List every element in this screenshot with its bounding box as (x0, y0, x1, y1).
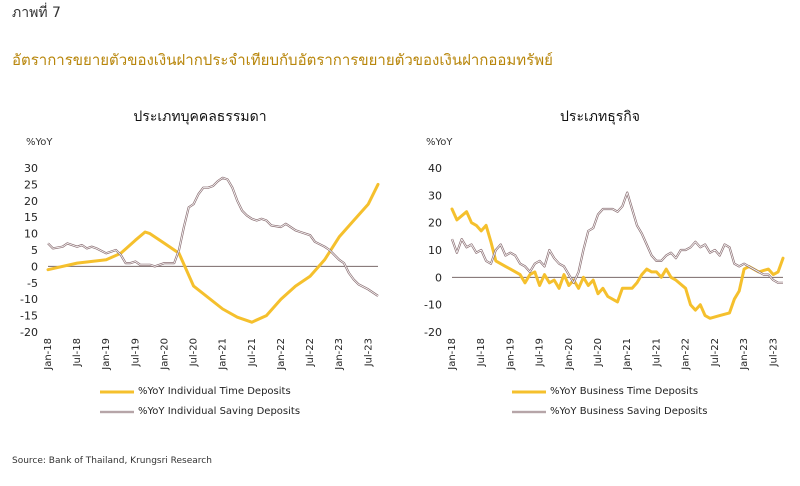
y-tick-label: 5 (31, 244, 38, 257)
x-tick-label: Jan-20 (159, 338, 170, 371)
line-chart-business: 40 30 20 10 0 -10 -20 Jan-18 Jul-18 Jan-19 Jul-19 J… (424, 162, 785, 371)
x-tick-label: Jul-21 (247, 338, 258, 367)
line-chart-individual: 30 25 20 15 10 5 0 -5 -10 -15 -20 Jan-18 Jul-18 Jan-1… (20, 162, 380, 371)
series-line-individual-time (46, 182, 380, 324)
legend-label-business-time: %YoY Business Time Deposits (550, 386, 699, 397)
y-tick-label: 0 (31, 260, 38, 273)
x-tick-label: Jan-22 (276, 338, 287, 371)
chart-title-individual: ประเภทบุคคลธรรมดา (133, 109, 267, 125)
y-tick-label: 40 (428, 162, 442, 175)
chart-title-business: ประเภทธุรกิจ (560, 109, 640, 125)
x-tick-label: Jul-18 (72, 338, 83, 367)
legend-item-individual-saving: %YoY Individual Saving Deposits (100, 406, 300, 417)
figure-title: อัตราการขยายตัวของเงินฝากประจำเทียบกับอั… (12, 51, 553, 69)
y-tick-label: 10 (24, 228, 38, 241)
x-tick-label: Jan-19 (101, 338, 112, 371)
x-tick-label: Jan-21 (218, 338, 229, 371)
legend-label-business-saving: %YoY Business Saving Deposits (550, 406, 708, 417)
x-tick-label: Jan-19 (505, 338, 516, 371)
y-tick-label: 15 (24, 211, 38, 224)
legend-item-business-time: %YoY Business Time Deposits (512, 386, 698, 397)
series-line-individual-saving (47, 176, 379, 297)
y-axis-unit-individual: %YoY (26, 137, 53, 148)
x-tick-label: Jul-22 (710, 338, 721, 367)
y-tick-label: 10 (428, 244, 442, 257)
source-note: Source: Bank of Thailand, Krungsri Resea… (12, 456, 212, 466)
x-tick-label: Jan-18 (43, 338, 54, 371)
chart-panel-individual: ประเภทบุคคลธรรมดา %YoY 30 25 20 15 10 5 0 -5 -10… (0, 100, 400, 430)
x-tick-label: Jul-19 (535, 338, 546, 367)
legend-item-business-saving: %YoY Business Saving Deposits (512, 406, 707, 417)
series-line-business-saving-inner (451, 192, 783, 284)
x-tick-label: Jul-18 (476, 338, 487, 367)
legend-swatch-individual-saving (100, 410, 134, 413)
series-line-business-saving (450, 191, 783, 284)
x-tick-label: Jan-21 (622, 338, 633, 371)
chart-panel-business: ประเภทธุรกิจ %YoY 40 30 20 10 0 -10 -20 Jan-18 J… (400, 100, 800, 430)
x-tick-label: Jul-23 (363, 338, 374, 367)
legend-swatch-individual-time (100, 390, 134, 393)
legend-label-individual-saving: %YoY Individual Saving Deposits (138, 406, 301, 417)
y-axis-unit-business: %YoY (426, 137, 453, 148)
series-line-individual-saving-inner (47, 177, 379, 297)
legend-item-individual-time: %YoY Individual Time Deposits (100, 386, 291, 397)
legend-swatch-business-saving (512, 410, 546, 413)
y-tick-label: 0 (435, 271, 442, 284)
x-tick-label: Jul-20 (593, 338, 604, 367)
y-tick-label: -5 (27, 277, 38, 290)
x-tick-label: Jan-18 (447, 338, 458, 371)
x-tick-label: Jul-20 (189, 338, 200, 367)
y-tick-label: -20 (20, 326, 38, 339)
x-tick-label: Jan-23 (334, 338, 345, 371)
x-tick-label: Jul-22 (305, 338, 316, 367)
x-tick-label: Jul-23 (768, 338, 779, 367)
y-tick-label: 30 (24, 162, 38, 175)
series-line-business-time (450, 207, 785, 320)
y-tick-label: -20 (424, 326, 442, 339)
x-tick-label: Jul-19 (130, 338, 141, 367)
y-tick-label: 20 (428, 217, 442, 230)
x-tick-label: Jan-23 (739, 338, 750, 371)
y-tick-label: -10 (424, 299, 442, 312)
legend-label-individual-time: %YoY Individual Time Deposits (138, 386, 291, 397)
x-tick-label: Jan-20 (564, 338, 575, 371)
legend-swatch-business-time (512, 390, 546, 393)
y-tick-label: 20 (24, 195, 38, 208)
x-tick-label: Jul-21 (651, 338, 662, 367)
x-tick-label: Jan-22 (681, 338, 692, 371)
figure-number: ภาพที่ 7 (12, 5, 61, 21)
y-tick-label: 25 (24, 178, 38, 191)
y-tick-label: 30 (428, 189, 442, 202)
y-tick-label: -15 (20, 310, 38, 323)
y-tick-label: -10 (20, 293, 38, 306)
